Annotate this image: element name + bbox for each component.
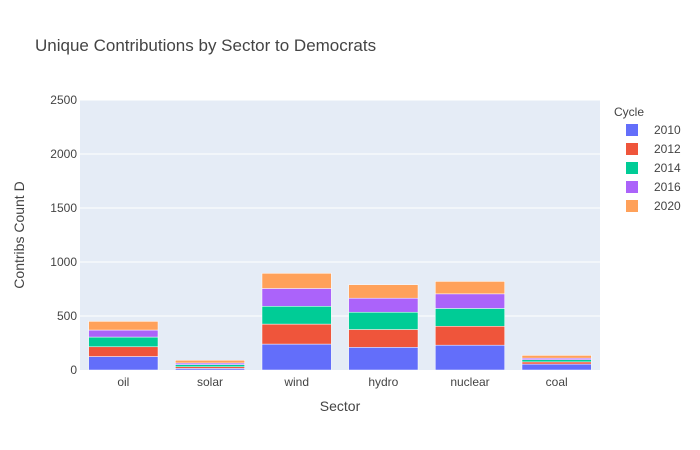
bar-nuclear-2016[interactable] bbox=[435, 293, 505, 309]
bar-wind-2010[interactable] bbox=[261, 343, 332, 371]
bar-solar-2020[interactable] bbox=[175, 360, 245, 364]
x-tick-label: solar bbox=[197, 375, 223, 389]
legend-swatch bbox=[626, 181, 638, 193]
bar-hydro-2012[interactable] bbox=[348, 329, 419, 348]
x-axis-ticks: oil solar wind hydro nuclear coal bbox=[117, 375, 567, 389]
x-tick-label: nuclear bbox=[450, 375, 489, 389]
legend-item-2012[interactable]: 2012 bbox=[626, 142, 681, 156]
bar-wind-2020[interactable] bbox=[261, 273, 332, 289]
bar-coal-2020[interactable] bbox=[521, 355, 592, 359]
bar-coal-2014[interactable] bbox=[521, 359, 592, 363]
bar-hydro-2014[interactable] bbox=[348, 311, 419, 330]
bar-coal-2012[interactable] bbox=[521, 361, 592, 365]
legend-label: 2012 bbox=[654, 142, 681, 156]
legend-label: 2014 bbox=[654, 161, 681, 175]
x-tick-label: oil bbox=[117, 375, 129, 389]
bar-nuclear-2014[interactable] bbox=[435, 308, 505, 327]
legend-label: 2016 bbox=[654, 180, 681, 194]
bar-wind-2012[interactable] bbox=[261, 323, 332, 345]
y-tick-label: 500 bbox=[57, 309, 77, 323]
x-axis-title: Sector bbox=[320, 398, 361, 414]
bar-wind-2016[interactable] bbox=[261, 288, 332, 307]
bar-oil-2016[interactable] bbox=[88, 329, 159, 338]
y-tick-label: 0 bbox=[70, 363, 77, 377]
plot-background bbox=[80, 100, 600, 370]
x-tick-label: hydro bbox=[368, 375, 398, 389]
chart-title: Unique Contributions by Sector to Democr… bbox=[35, 36, 376, 55]
bar-solar-2014[interactable] bbox=[175, 364, 245, 368]
legend-label: 2020 bbox=[654, 199, 681, 213]
legend-swatch bbox=[626, 124, 638, 136]
bar-oil-2010[interactable] bbox=[88, 356, 159, 371]
bar-hydro-2020[interactable] bbox=[348, 284, 419, 299]
bar-oil-2014[interactable] bbox=[88, 336, 159, 348]
bar-nuclear-2010[interactable] bbox=[435, 344, 505, 371]
y-tick-label: 2000 bbox=[50, 147, 77, 161]
bar-hydro-2010[interactable] bbox=[348, 347, 419, 371]
x-tick-label: wind bbox=[283, 375, 309, 389]
bars[interactable] bbox=[88, 273, 592, 371]
y-axis-title: Contribs Count D bbox=[11, 181, 27, 288]
y-tick-label: 2500 bbox=[50, 93, 77, 107]
legend-item-2014[interactable]: 2014 bbox=[626, 161, 681, 175]
bar-oil-2012[interactable] bbox=[88, 346, 159, 357]
bar-coal-2010[interactable] bbox=[521, 363, 592, 371]
legend[interactable]: Cycle 2010 2012 2014 2016 2020 bbox=[614, 105, 681, 213]
bar-hydro-2016[interactable] bbox=[348, 297, 419, 313]
legend-label: 2010 bbox=[654, 123, 681, 137]
bar-nuclear-2012[interactable] bbox=[435, 326, 505, 346]
gridlines bbox=[80, 99, 600, 317]
legend-item-2010[interactable]: 2010 bbox=[626, 123, 681, 137]
legend-swatch bbox=[626, 143, 638, 155]
y-tick-label: 1500 bbox=[50, 201, 77, 215]
legend-swatch bbox=[626, 200, 638, 212]
legend-swatch bbox=[626, 162, 638, 174]
legend-item-2016[interactable]: 2016 bbox=[626, 180, 681, 194]
legend-title: Cycle bbox=[614, 105, 644, 119]
y-axis-ticks: 0 500 1000 1500 2000 2500 bbox=[50, 93, 77, 377]
bar-nuclear-2020[interactable] bbox=[435, 281, 505, 295]
bar-wind-2014[interactable] bbox=[261, 306, 332, 325]
legend-item-2020[interactable]: 2020 bbox=[626, 199, 681, 213]
bar-oil-2020[interactable] bbox=[88, 321, 159, 331]
x-tick-label: coal bbox=[546, 375, 568, 389]
y-tick-label: 1000 bbox=[50, 255, 77, 269]
